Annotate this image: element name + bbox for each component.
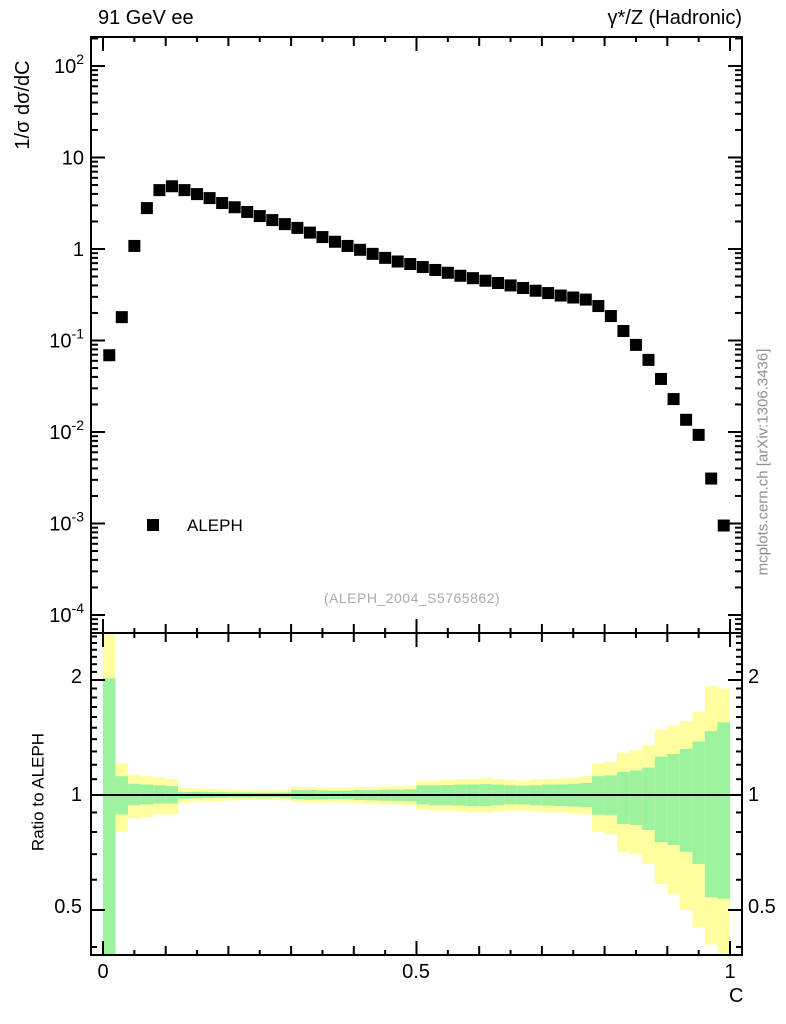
ratio-green-band [667, 754, 680, 845]
data-point-marker [191, 188, 204, 201]
data-point-marker [379, 251, 392, 264]
data-point-marker [617, 325, 630, 338]
data-point-marker [479, 274, 492, 287]
data-point-marker [404, 258, 417, 271]
ratio-green-band [629, 770, 643, 825]
data-point-marker [303, 226, 316, 239]
top-ytick-label: 10 [62, 148, 84, 170]
data-point-marker [454, 269, 467, 282]
data-point-marker [542, 287, 555, 300]
xtick-0: 0 [97, 961, 109, 983]
data-point-marker [253, 210, 266, 223]
data-point-marker [103, 349, 116, 362]
data-point-marker [128, 239, 141, 252]
data-point-marker [592, 300, 605, 313]
data-point-marker [115, 311, 128, 324]
data-point-marker [429, 263, 442, 276]
data-point-marker [466, 272, 479, 285]
xtick-1: 1 [724, 961, 736, 983]
ratio-ytick-right-05: 0.5 [748, 896, 776, 918]
data-point-marker [391, 255, 404, 268]
data-point-marker [554, 289, 567, 302]
data-point-marker [642, 353, 655, 366]
data-point-marker [341, 239, 354, 252]
data-point-marker [316, 231, 329, 244]
data-point-marker [366, 247, 379, 260]
data-point-marker [705, 472, 718, 485]
top-ytick-label: 10-2 [49, 417, 84, 444]
data-point-marker [504, 279, 517, 292]
data-point-marker [416, 261, 429, 274]
top-ytick-label: 10-3 [49, 509, 84, 536]
data-point-marker [203, 192, 216, 205]
top-ytick-label: 1 [73, 239, 84, 261]
title-process: γ*/Z (Hadronic) [607, 7, 742, 29]
data-point-marker [266, 214, 279, 227]
ratio-green-band [692, 741, 705, 864]
data-point-marker [680, 413, 693, 426]
data-point-marker [567, 291, 580, 304]
ratio-ytick-left-05: 0.5 [54, 896, 82, 918]
data-point-marker [291, 221, 304, 234]
data-point-marker [140, 202, 153, 215]
ratio-green-band [704, 731, 718, 898]
data-point-marker [241, 205, 254, 218]
data-point-marker [328, 235, 341, 248]
data-point-marker [153, 184, 166, 197]
analysis-watermark: (ALEPH_2004_S5765862) [323, 590, 501, 606]
legend-marker-aleph [147, 519, 159, 531]
data-point-marker [441, 266, 454, 279]
ratio-green-band [642, 767, 655, 830]
data-point-marker [604, 310, 617, 323]
title-beam-energy: 91 GeV ee [98, 7, 194, 29]
data-point-marker [216, 197, 229, 210]
data-point-marker [667, 393, 680, 406]
mcplots-arxiv-note: mcplots.cern.ch [arXiv:1306.3436] [754, 348, 772, 576]
xtick-05: 0.5 [402, 961, 430, 983]
ratio-panel-ylabel: Ratio to ALEPH [28, 732, 48, 852]
data-point-marker [354, 243, 367, 256]
ratio-green-band [679, 748, 693, 852]
ratio-ytick-left-1: 1 [70, 784, 82, 806]
top-ytick-label: 10-1 [49, 326, 84, 353]
top-ytick-label: 10-4 [49, 600, 84, 627]
ratio-ytick-right-2: 2 [748, 666, 760, 688]
data-point-marker [692, 428, 705, 441]
ratio-green-band [103, 678, 116, 955]
ratio-green-band [717, 722, 730, 899]
data-point-marker [165, 180, 178, 193]
data-point-marker [629, 338, 642, 351]
top-panel-frame [90, 36, 743, 634]
top-panel-ylabel: 1/σ dσ/dC [12, 60, 34, 150]
legend-label-aleph: ALEPH [187, 516, 243, 535]
data-point-marker [278, 218, 291, 231]
ratio-green-band [654, 756, 668, 843]
data-point-marker [178, 184, 191, 197]
ratio-green-band [617, 771, 630, 824]
top-ytick-label: 102 [54, 51, 84, 78]
data-point-marker [529, 284, 542, 297]
data-point-marker [655, 372, 668, 385]
data-point-marker [579, 293, 592, 306]
data-point-marker [492, 277, 505, 290]
xaxis-label: C [729, 985, 744, 1007]
data-point-marker [717, 519, 730, 532]
ratio-ytick-left-2: 2 [70, 666, 82, 688]
data-point-marker [228, 201, 241, 214]
ratio-ytick-right-1: 1 [748, 784, 760, 806]
data-point-marker [517, 281, 530, 294]
